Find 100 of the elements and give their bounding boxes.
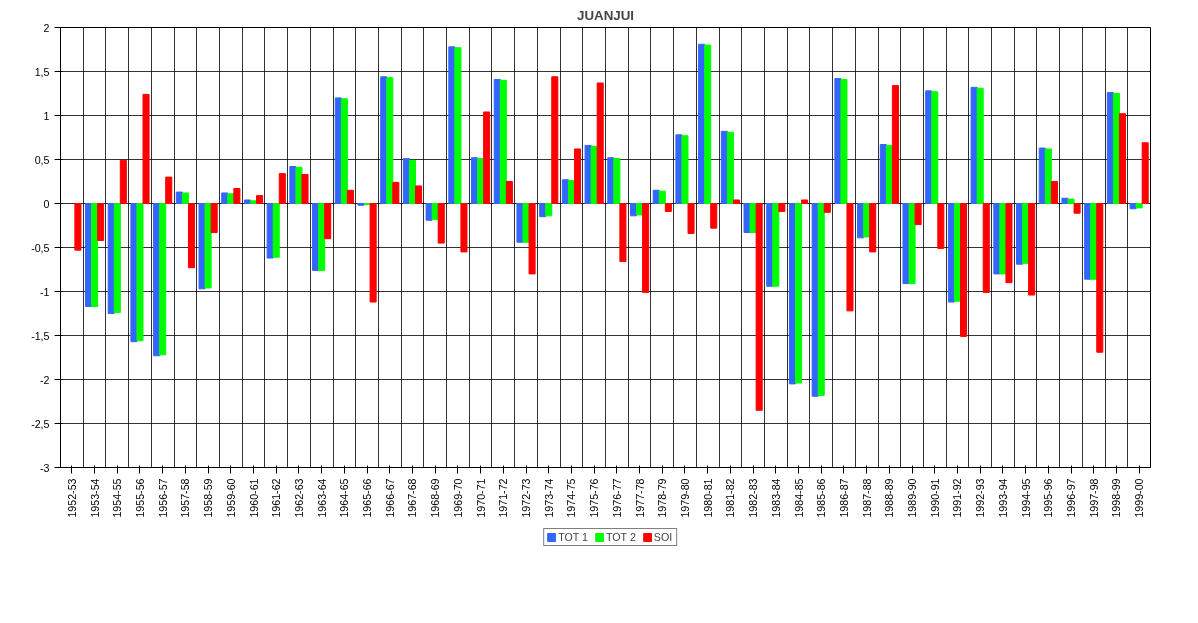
bar [817, 203, 825, 396]
y-tick-label: 1 [43, 109, 50, 122]
bar [528, 203, 536, 275]
bar [210, 203, 218, 234]
bar [324, 203, 332, 240]
y-tick-label: -1,5 [31, 329, 50, 342]
bar [301, 173, 309, 204]
x-tick-label: 1952-53 [65, 478, 78, 518]
x-tick-label: 1976-77 [610, 478, 623, 518]
x-tick-label: 1957-58 [179, 478, 192, 518]
bar [266, 203, 274, 259]
bar [687, 203, 695, 234]
x-tick-label: 1969-70 [451, 478, 464, 518]
bar [636, 203, 644, 216]
x-tick-label: 1972-73 [520, 478, 533, 518]
x-tick-label: 1979-80 [678, 478, 691, 518]
x-tick-label: 1983-84 [769, 478, 782, 518]
bar [681, 135, 689, 204]
x-tick-label: 1999-00 [1133, 478, 1146, 518]
x-tick-label: 1996-97 [1065, 478, 1078, 518]
x-tick-label: 1970-71 [474, 478, 487, 518]
x-tick-label: 1958-59 [202, 478, 215, 518]
bar [801, 199, 809, 204]
y-tick-label: 0,5 [34, 153, 50, 166]
bar [483, 111, 491, 204]
bar [704, 44, 712, 204]
x-tick-label: 1988-89 [883, 478, 896, 518]
x-tick-label: 1955-56 [133, 478, 146, 518]
x-tick-label: 1968-69 [429, 478, 442, 518]
bar [243, 199, 251, 204]
x-tick-label: 1954-55 [111, 478, 124, 518]
bar [318, 203, 326, 271]
bar [551, 76, 559, 204]
bar [755, 203, 763, 411]
bar [596, 82, 604, 204]
bar [256, 195, 264, 204]
x-tick-label: 1975-76 [588, 478, 601, 518]
bar [1028, 203, 1036, 296]
x-tick-label: 1980-81 [701, 478, 714, 518]
bar [1044, 148, 1052, 204]
x-tick-label: 1992-93 [974, 478, 987, 518]
bar [869, 203, 877, 253]
bar [823, 203, 831, 213]
bar [340, 98, 348, 204]
bar [91, 203, 99, 307]
bar [175, 191, 183, 204]
x-tick-label: 1990-91 [928, 478, 941, 518]
bar [914, 203, 922, 226]
bar [642, 203, 650, 293]
bar [846, 203, 854, 312]
bar [499, 79, 507, 204]
bar [460, 203, 468, 253]
x-tick-label: 1998-99 [1110, 478, 1123, 518]
chart-title: JUANJUI [576, 7, 635, 23]
bar [233, 188, 241, 204]
bar [1141, 142, 1149, 204]
y-tick-label: 1,5 [34, 65, 50, 78]
bar [437, 203, 445, 244]
x-tick-label: 1989-90 [906, 478, 919, 518]
bar [1005, 203, 1013, 284]
x-tick-label: 1977-78 [633, 478, 646, 518]
bar [249, 200, 258, 204]
bar [772, 203, 780, 287]
x-tick-label: 1982-83 [747, 478, 760, 518]
bar [454, 47, 462, 204]
x-tick-label: 1974-75 [565, 478, 578, 518]
bar [1118, 113, 1127, 204]
bar [732, 199, 740, 204]
x-tick-label: 1956-57 [156, 478, 169, 518]
legend-label: TOT 1 [558, 531, 588, 543]
x-tick-label: 1985-86 [815, 478, 828, 518]
bar [619, 203, 627, 263]
bar [136, 203, 144, 342]
legend-label: SOI [653, 531, 674, 543]
bar [573, 148, 582, 204]
y-tick-label: -0,5 [31, 241, 50, 254]
x-tick-label: 1964-65 [338, 478, 351, 518]
bar [794, 203, 803, 384]
y-tick-label: 0 [43, 197, 50, 210]
y-tick-label: -1 [40, 285, 50, 298]
bar [295, 166, 303, 204]
bar [1067, 198, 1075, 204]
bar [187, 203, 195, 269]
y-tick-label: -2,5 [31, 417, 50, 430]
bar [891, 85, 899, 204]
x-tick-label: 1960-61 [247, 478, 260, 518]
x-tick-label: 1978-79 [656, 478, 669, 518]
x-tick-label: 1987-88 [860, 478, 873, 518]
bar [590, 145, 598, 204]
bar [710, 203, 718, 229]
bar [1073, 203, 1081, 214]
x-tick-label: 1984-85 [792, 478, 805, 518]
x-tick-label: 1963-64 [315, 478, 328, 518]
bar [272, 203, 280, 258]
x-tick-label: 1995-96 [1042, 478, 1055, 518]
bar [840, 78, 848, 204]
bar [113, 203, 121, 314]
x-tick-label: 1965-66 [361, 478, 374, 518]
bar [74, 203, 82, 251]
x-tick-label: 1997-98 [1087, 478, 1100, 518]
